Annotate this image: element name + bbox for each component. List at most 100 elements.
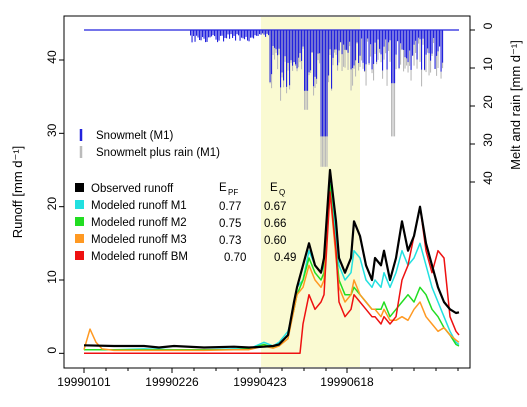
rain-bar — [385, 30, 387, 54]
snowmelt-bar — [305, 30, 307, 91]
snowmelt-bar — [355, 30, 357, 61]
snowmelt-bar — [398, 30, 400, 69]
snowmelt-bar — [361, 30, 363, 39]
snowmelt-bar — [235, 30, 237, 41]
snowmelt-bar — [286, 30, 288, 87]
snowmelt-bar — [295, 30, 297, 65]
snowmelt-bar — [377, 30, 379, 40]
snowmelt-bar — [215, 30, 217, 40]
stats-header-epf: E — [219, 182, 227, 194]
legend-series-label: Modeled runoff M3 — [91, 234, 187, 246]
legend-epf-value: 0.77 — [219, 201, 241, 213]
snowmelt-bar — [409, 30, 411, 51]
legend: Snowmelt (M1)Snowmelt plus rain (M1)E PF E… — [75, 129, 296, 264]
snowmelt-bar — [298, 30, 300, 58]
snowmelt-bar — [290, 30, 292, 61]
snowmelt-bar — [341, 30, 343, 55]
y-tick-label-right: 20 — [481, 95, 495, 109]
rain-bar — [413, 30, 415, 66]
snowmelt-bar — [212, 30, 214, 36]
rain-bar — [403, 30, 405, 72]
y-tick-label-left: 20 — [45, 197, 59, 211]
snowmelt-bar — [289, 30, 291, 86]
x-tick-label: 19990101 — [57, 375, 111, 389]
legend-eq-value: 0.67 — [264, 201, 286, 213]
snowmelt-bar — [325, 30, 327, 137]
snowmelt-bar — [238, 30, 240, 36]
x-tick-label: 19990423 — [233, 375, 287, 389]
rain-bar — [419, 30, 421, 62]
snowmelt-bar — [194, 30, 196, 42]
snowmelt-bar — [428, 30, 430, 54]
legend-label-snowmelt: Snowmelt (M1) — [96, 130, 173, 142]
snowmelt-bar — [208, 30, 210, 38]
snowmelt-bar — [406, 30, 408, 59]
axes-layer: 0 10 20 30 40 0 10 20 30 40 19990101 19990226 199904… — [45, 22, 495, 389]
legend-eq-value: 0.60 — [264, 235, 286, 247]
snowmelt-bar — [284, 30, 286, 57]
highlight-period — [261, 17, 360, 367]
y-tick-label-right: 0 — [481, 22, 495, 29]
snowmelt-bar — [358, 30, 360, 63]
legend-eq-value: 0.66 — [264, 218, 286, 230]
snowmelt-bar — [221, 30, 223, 36]
y-tick-label-right: 30 — [481, 133, 495, 147]
snowmelt-bar — [343, 30, 345, 45]
snowmelt-bar — [389, 30, 391, 41]
snowmelt-bar — [313, 30, 315, 87]
legend-epf-value: 0.73 — [219, 235, 241, 247]
snowmelt-bar — [244, 30, 246, 40]
snowmelt-bar — [413, 30, 415, 45]
x-tick-label: 19990226 — [145, 375, 199, 389]
snowmelt-bar — [239, 30, 241, 41]
snowmelt-bar — [301, 30, 303, 61]
snowmelt-bar — [424, 30, 426, 70]
snowmelt-bar — [253, 30, 255, 39]
snowmelt-bar — [236, 30, 238, 35]
snowmelt-bar — [190, 30, 192, 36]
stats-header-eq-sub: Q — [279, 188, 285, 197]
snowmelt-bar — [359, 30, 361, 56]
highlight-layer — [261, 17, 360, 367]
rain-bar — [400, 30, 402, 65]
rain-bar — [377, 30, 379, 60]
series-line-1 — [84, 176, 460, 351]
snowmelt-bar — [427, 30, 429, 49]
snowmelt-bar — [245, 30, 247, 37]
snowmelt-bar — [418, 30, 420, 38]
snowmelt-bar — [310, 30, 312, 71]
snowmelt-bar — [251, 30, 253, 38]
snowmelt-bar — [203, 30, 205, 39]
legend-swatch-series — [75, 234, 84, 243]
snowmelt-bar — [196, 30, 198, 36]
snowmelt-bar — [241, 30, 243, 38]
y-tick-label-left: 10 — [45, 270, 59, 284]
snowmelt-bar — [223, 30, 225, 42]
legend-swatch-series — [75, 200, 84, 209]
snowmelt-bar — [322, 30, 324, 137]
snowmelt-bar — [352, 30, 354, 69]
legend-swatch-series — [75, 183, 84, 192]
snowmelt-bar — [365, 30, 367, 65]
snowmelt-bar — [349, 30, 351, 42]
legend-eq-value: 0.49 — [274, 252, 296, 264]
snowmelt-bar — [397, 30, 399, 42]
snowmelt-bar — [214, 30, 216, 37]
legend-swatch-series — [75, 251, 84, 260]
snowmelt-bar — [262, 30, 264, 34]
snowmelt-bar — [193, 30, 195, 37]
snowmelt-bar — [442, 30, 444, 63]
snowmelt-bar — [227, 30, 229, 35]
snowmelt-bar — [332, 30, 334, 58]
snowmelt-bar — [224, 30, 226, 38]
snowmelt-bar — [356, 30, 358, 43]
legend-label-rain: Snowmelt plus rain (M1) — [96, 147, 220, 159]
y-tick-label-right: 40 — [481, 171, 495, 185]
snowmelt-bar — [271, 30, 273, 75]
snowmelt-bar — [272, 30, 274, 46]
snowmelt-bar — [385, 30, 387, 40]
snowmelt-bar — [280, 30, 282, 88]
snowmelt-bar — [259, 30, 261, 35]
x-tick-label: 19990618 — [320, 375, 374, 389]
